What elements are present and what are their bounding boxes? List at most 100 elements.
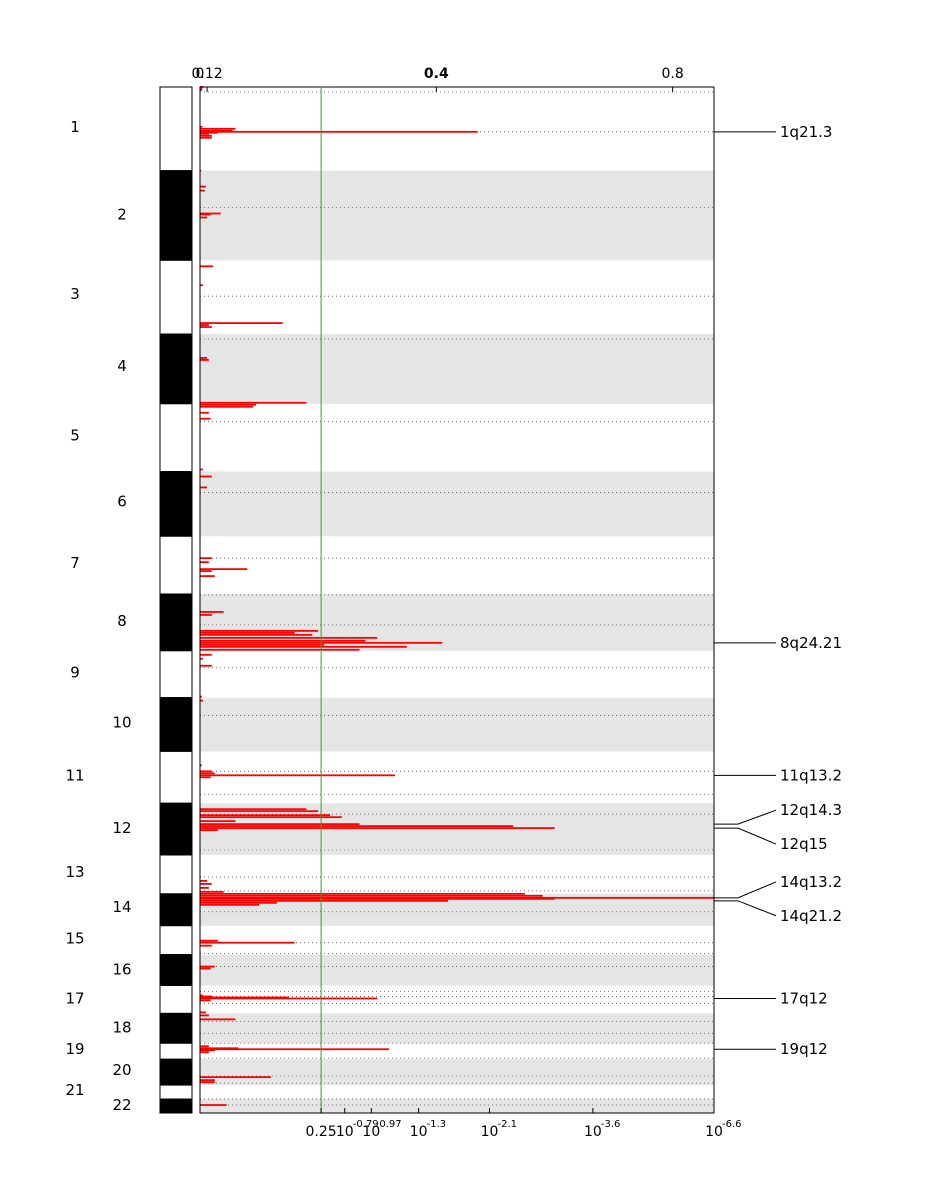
chromosome-label-22: 22 bbox=[112, 1096, 131, 1114]
data-bar bbox=[200, 699, 203, 702]
peak-label: 8q24.21 bbox=[780, 634, 842, 652]
plot-frame bbox=[199, 86, 715, 1114]
plot-border bbox=[199, 86, 715, 1114]
data-bar bbox=[200, 132, 209, 135]
data-bar bbox=[200, 899, 449, 902]
ideogram-segment-5 bbox=[159, 403, 193, 473]
data-bar bbox=[200, 136, 212, 139]
data-bar bbox=[200, 816, 342, 819]
data-bar bbox=[200, 772, 215, 775]
data-bar bbox=[200, 284, 203, 287]
bottom-tick-label: 0.25 bbox=[306, 1124, 337, 1140]
chromosome-band-2 bbox=[200, 170, 714, 261]
top-tick-label: 0 bbox=[196, 66, 205, 82]
data-bar bbox=[200, 611, 224, 613]
chromosome-label-2: 2 bbox=[117, 206, 127, 224]
chromosome-label-7: 7 bbox=[70, 554, 80, 572]
data-bar bbox=[200, 570, 212, 573]
data-bar bbox=[200, 997, 378, 1000]
data-bar bbox=[200, 486, 208, 489]
data-bar bbox=[200, 265, 213, 268]
data-bar bbox=[200, 643, 325, 646]
data-bar bbox=[200, 774, 395, 777]
data-bar bbox=[200, 1079, 215, 1082]
data-bar bbox=[200, 896, 714, 899]
bottom-tick-exponent: -1.3 bbox=[427, 1119, 447, 1130]
data-bar bbox=[200, 901, 277, 904]
gridlines bbox=[200, 91, 714, 1106]
data-bar bbox=[200, 880, 208, 882]
data-bar bbox=[200, 88, 203, 90]
peak-label: 12q15 bbox=[780, 835, 828, 853]
ideogram-segment-18 bbox=[159, 1012, 193, 1044]
data-bar bbox=[200, 820, 236, 823]
chromosome-band-10 bbox=[200, 697, 714, 752]
chromosome-band-20 bbox=[200, 1059, 714, 1086]
top-tick-label: 0.4 bbox=[424, 66, 449, 82]
chromosome-label-6: 6 bbox=[117, 492, 127, 510]
data-bar bbox=[200, 808, 307, 811]
peak-labels: 1q21.3 8q24.21 11q13.2 12q14.3 12q15 14q13.2 1… bbox=[714, 123, 842, 1058]
chromosome-label-16: 16 bbox=[112, 961, 131, 979]
data-bar bbox=[200, 468, 203, 471]
ideogram-segment-8 bbox=[159, 593, 193, 652]
peak-connector bbox=[714, 809, 777, 825]
data-bar bbox=[200, 568, 248, 571]
data-bar bbox=[200, 903, 260, 906]
data-bar bbox=[200, 357, 208, 359]
ideogram-segment-2 bbox=[159, 170, 193, 261]
ideogram-segment-3 bbox=[159, 259, 193, 335]
ideogram-segment-15 bbox=[159, 925, 193, 956]
data-bar bbox=[200, 999, 211, 1002]
data-bar bbox=[200, 324, 209, 326]
data-bar bbox=[200, 1018, 236, 1021]
data-bar bbox=[200, 557, 212, 560]
data-bar bbox=[200, 89, 202, 91]
peak-connector bbox=[714, 881, 777, 899]
ideogram-segment-16 bbox=[159, 954, 193, 986]
peak-connector bbox=[714, 827, 777, 845]
peak-connector bbox=[714, 900, 777, 917]
bottom-tick-label: 10 bbox=[362, 1124, 380, 1140]
ideogram-segment-1 bbox=[159, 86, 193, 172]
data-bar bbox=[200, 475, 212, 478]
data-bar bbox=[200, 213, 211, 216]
data-bar bbox=[200, 1104, 227, 1106]
peak-label: 1q21.3 bbox=[780, 123, 832, 141]
ideogram-segment-13 bbox=[159, 854, 193, 895]
data-bar bbox=[200, 125, 203, 128]
chromosome-band-4 bbox=[200, 334, 714, 404]
chromosome-label-3: 3 bbox=[70, 285, 80, 303]
data-bar bbox=[200, 890, 224, 893]
ideogram-segment-10 bbox=[159, 697, 193, 752]
data-bar bbox=[200, 897, 555, 900]
data-bar bbox=[200, 417, 211, 420]
data-bar bbox=[200, 770, 212, 773]
data-bar bbox=[200, 636, 378, 639]
data-bar bbox=[200, 894, 543, 897]
data-bar bbox=[200, 776, 211, 779]
bottom-tick-exponent: -6.6 bbox=[722, 1119, 742, 1130]
data-bar bbox=[200, 134, 212, 137]
chromosome-label-18: 18 bbox=[112, 1018, 131, 1036]
data-bar bbox=[200, 212, 221, 215]
data-bar bbox=[200, 129, 233, 132]
chromosome-label-15: 15 bbox=[65, 930, 84, 948]
peak-label: 12q14.3 bbox=[780, 801, 842, 819]
ideogram-segment-7 bbox=[159, 535, 193, 595]
peak-label: 11q13.2 bbox=[780, 766, 842, 784]
ideogram-segment-22 bbox=[159, 1098, 193, 1114]
chromosome-label-4: 4 bbox=[117, 357, 127, 375]
data-bar bbox=[200, 403, 257, 406]
data-bar bbox=[200, 810, 319, 813]
data-bar bbox=[200, 639, 366, 642]
ideogram-segment-11 bbox=[159, 750, 193, 804]
data-bar bbox=[200, 664, 212, 667]
chromosome-label-11: 11 bbox=[65, 766, 84, 784]
ideogram-segment-12 bbox=[159, 802, 193, 856]
data-bar bbox=[200, 131, 218, 134]
data-bar bbox=[200, 561, 209, 564]
data-bar bbox=[200, 764, 202, 767]
data-bar bbox=[200, 633, 313, 636]
ideogram-segment-6 bbox=[159, 471, 193, 537]
